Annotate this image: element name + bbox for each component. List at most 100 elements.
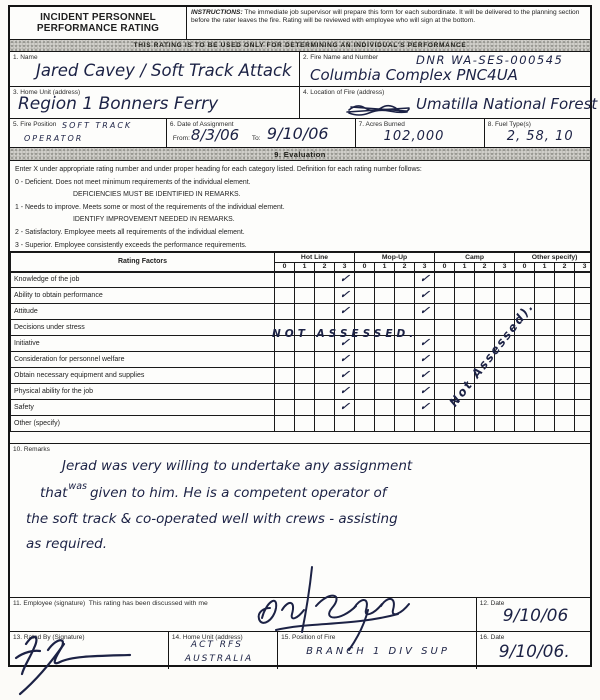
rating-cell bbox=[514, 383, 536, 400]
rating-row: Consideration for personnel welfare ✓ ✓ bbox=[10, 351, 590, 368]
scale-header: 2 bbox=[394, 262, 415, 272]
rating-cell bbox=[354, 271, 375, 288]
field-employee-date: 12. Date 9/10/06 bbox=[477, 598, 590, 631]
usage-banner: THIS RATING IS TO BE USED ONLY FOR DETER… bbox=[10, 40, 590, 52]
rating-factor-label: Physical ability for the job bbox=[10, 383, 275, 400]
check-mark: ✓ bbox=[338, 401, 351, 413]
rating-cell bbox=[374, 399, 395, 416]
field-name-label: 1. Name bbox=[13, 54, 38, 61]
rating-cell bbox=[274, 351, 295, 368]
rating-cell bbox=[374, 319, 395, 336]
check-mark: ✓ bbox=[338, 337, 351, 349]
rating-cell bbox=[494, 367, 516, 384]
rating-cell bbox=[534, 367, 556, 384]
rating-cell bbox=[534, 415, 556, 432]
scale-header: 0 bbox=[274, 262, 295, 272]
rating-cell bbox=[294, 303, 315, 320]
rating-cell: ✓ bbox=[413, 271, 436, 288]
assignment-from-value: 8/3/06 bbox=[190, 126, 240, 144]
rating-cell bbox=[554, 367, 576, 384]
field-rater-date: 16. Date 9/10/06. bbox=[477, 632, 590, 669]
rating-cell bbox=[274, 399, 295, 416]
rater-signature-row: 13. Rated By (Signature) 14. Home Unit (… bbox=[10, 632, 590, 669]
rating-cell bbox=[574, 399, 590, 416]
field-fire-position-value-2: OPERATOR bbox=[24, 134, 84, 143]
rating-cell bbox=[274, 287, 295, 304]
field-date-of-assignment-label: 6. Date of Assignment bbox=[169, 121, 234, 128]
rating-cell bbox=[394, 351, 415, 368]
rating-cell bbox=[574, 383, 590, 400]
rating-cell bbox=[554, 303, 576, 320]
field-fire-position-value-1: SOFT TRACK bbox=[62, 121, 133, 130]
rating-cell: ✓ bbox=[413, 287, 436, 304]
instructions-text: The immediate job supervisor will prepar… bbox=[191, 9, 580, 25]
rating-cell bbox=[514, 351, 536, 368]
check-mark: ✓ bbox=[338, 305, 351, 317]
field-fire-position-label: 5. Fire Position bbox=[13, 121, 57, 128]
rating-cell bbox=[374, 271, 395, 288]
rating-cell bbox=[514, 303, 536, 320]
form-instructions: INSTRUCTIONS: The immediate job supervis… bbox=[187, 7, 590, 39]
remarks-label: 10. Remarks bbox=[13, 446, 50, 453]
check-mark: ✓ bbox=[418, 289, 431, 301]
rating-cell bbox=[314, 367, 335, 384]
rating-row: Obtain necessary equipment and supplies ✓… bbox=[10, 367, 590, 384]
rating-cell bbox=[354, 319, 375, 336]
rating-cell bbox=[354, 415, 375, 432]
rating-cell bbox=[314, 415, 335, 432]
rating-cell bbox=[374, 415, 395, 432]
field-rated-by: 13. Rated By (Signature) bbox=[10, 632, 169, 669]
fields-row-2: 3. Home Unit (address) Region 1 Bonners … bbox=[10, 87, 597, 119]
rating-cell bbox=[494, 303, 516, 320]
rating-cell bbox=[274, 383, 295, 400]
rating-cell bbox=[574, 415, 590, 432]
remarks-line-2-post: given to him. He is a competent operator… bbox=[89, 485, 387, 501]
rating-cell bbox=[274, 271, 295, 288]
remarks-line-3: the soft track & co-operated well with c… bbox=[26, 511, 398, 527]
rating-cell bbox=[454, 415, 476, 432]
field-home-unit-value: Region 1 Bonners Ferry bbox=[18, 94, 219, 114]
rating-row: Decisions under stress bbox=[10, 319, 590, 336]
field-acres-burned-label: 7. Acres Burned bbox=[358, 121, 405, 128]
rating-cell bbox=[494, 383, 516, 400]
rating-row: Knowledge of the job ✓ ✓ bbox=[10, 271, 590, 288]
field-fuel-types: 8. Fuel Type(s) 2, 58, 10 bbox=[485, 119, 590, 147]
rating-cell: ✓ bbox=[334, 271, 355, 288]
field-rater-date-value: 9/10/06. bbox=[498, 642, 570, 662]
rating-cell bbox=[554, 271, 576, 288]
rating-cell bbox=[494, 271, 516, 288]
rating-row: Initiative ✓ ✓ bbox=[10, 335, 590, 352]
rating-cell bbox=[354, 303, 375, 320]
field-position-of-fire-value: BRANCH 1 DIV SUP bbox=[306, 646, 450, 657]
rating-cell: ✓ bbox=[413, 383, 436, 400]
rating-cell bbox=[514, 319, 536, 336]
rating-cell bbox=[474, 303, 496, 320]
rating-cell bbox=[514, 367, 536, 384]
check-mark: ✓ bbox=[418, 401, 431, 413]
fields-row-3: 5. Fire Position SOFT TRACK OPERATOR 6. … bbox=[10, 119, 590, 148]
rating-cell: ✓ bbox=[334, 303, 355, 320]
scale-header: 3 bbox=[574, 262, 590, 272]
rating-cell: ✓ bbox=[334, 351, 355, 368]
rating-cell bbox=[454, 319, 476, 336]
to-label: To: bbox=[251, 135, 261, 142]
rating-cell bbox=[374, 367, 395, 384]
field-fuel-types-label: 8. Fuel Type(s) bbox=[487, 121, 531, 128]
rating-cell bbox=[354, 399, 375, 416]
group-header: Other specify) bbox=[514, 252, 590, 263]
rating-cell bbox=[454, 303, 476, 320]
rating-cell bbox=[434, 399, 456, 416]
rating-cell bbox=[474, 367, 496, 384]
rating-cell bbox=[434, 319, 456, 336]
remarks-line-1: Jerad was very willing to undertake any … bbox=[62, 458, 413, 474]
check-mark: ✓ bbox=[338, 385, 351, 397]
rating-cell: ✓ bbox=[334, 287, 355, 304]
rating-cell: ✓ bbox=[334, 383, 355, 400]
check-mark: ✓ bbox=[418, 305, 431, 317]
rating-cell bbox=[314, 319, 335, 336]
rating-row: Safety ✓ ✓ bbox=[10, 399, 590, 416]
group-header: Camp bbox=[434, 252, 516, 263]
rating-cell bbox=[294, 271, 315, 288]
employee-signature-row: 11. Employee (signature) This rating has… bbox=[10, 598, 590, 632]
